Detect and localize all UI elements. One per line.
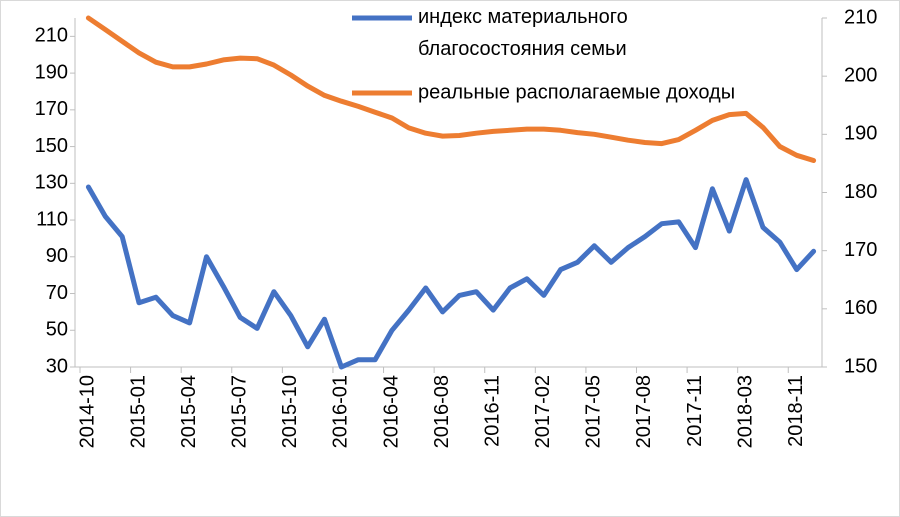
x-tick-label: 2016-11 [481,375,503,447]
y-tick-label: 190 [35,61,68,83]
x-tick-label: 2016-08 [431,375,453,448]
y-tick-label: 110 [36,208,68,230]
y2-tick-label: 190 [844,123,877,145]
y2-tick-label: 170 [844,239,877,261]
x-tick-label: 2017-11 [684,375,706,447]
y-tick-label: 90 [46,245,68,267]
x-tick-label: 2018-03 [734,375,756,448]
y2-tick-label: 150 [844,355,877,377]
x-tick-label: 2017-08 [633,375,655,448]
x-tick-label: 2015-04 [178,375,200,448]
y-tick-label: 30 [46,355,68,377]
y-tick-label: 150 [35,135,68,157]
x-tick-label: 2016-04 [380,375,402,448]
x-tick-label: 2017-05 [583,375,605,448]
y2-tick-label: 200 [844,64,877,86]
y-tick-label: 70 [46,282,68,304]
x-tick-label: 2015-07 [228,375,250,448]
x-tick-label: 2015-01 [127,375,149,448]
y-tick-label: 210 [35,25,68,47]
x-tick-label: 2015-10 [279,375,301,448]
y2-tick-label: 210 [844,6,877,28]
legend-label-line: благосостояния семьи [418,38,627,60]
legend-label-line: индекс материального [418,6,628,28]
series-line [85,15,817,163]
y-tick-label: 130 [35,172,68,194]
y2-tick-label: 180 [844,181,877,203]
y-tick-label: 170 [35,98,68,120]
x-tick-label: 2018-11 [785,375,807,447]
y-tick-label: 50 [46,319,68,341]
y2-tick-label: 160 [844,297,877,319]
x-tick-label: 2016-01 [330,375,352,448]
legend-label: индекс материального благосостояния семьи [418,6,628,60]
series-line [85,177,817,370]
x-tick-label: 2014-10 [77,375,99,448]
legend-label: реальные располагаемые доходы [418,81,735,103]
x-tick-label: 2017-02 [532,375,554,448]
